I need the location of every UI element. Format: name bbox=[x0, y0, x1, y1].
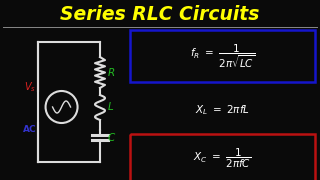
Text: $V_s$: $V_s$ bbox=[24, 80, 36, 94]
Text: C: C bbox=[108, 133, 115, 143]
Text: $f_R \ = \ \dfrac{1}{2\pi\sqrt{LC}}$: $f_R \ = \ \dfrac{1}{2\pi\sqrt{LC}}$ bbox=[190, 42, 255, 70]
Text: AC: AC bbox=[23, 125, 37, 134]
Text: L: L bbox=[108, 102, 114, 112]
Text: $X_L \ = \ 2\pi f L$: $X_L \ = \ 2\pi f L$ bbox=[195, 103, 250, 117]
Text: $X_C \ = \ \dfrac{1}{2\pi f C}$: $X_C \ = \ \dfrac{1}{2\pi f C}$ bbox=[193, 146, 252, 170]
Text: R: R bbox=[108, 68, 115, 78]
Text: Series RLC Circuits: Series RLC Circuits bbox=[60, 4, 260, 24]
